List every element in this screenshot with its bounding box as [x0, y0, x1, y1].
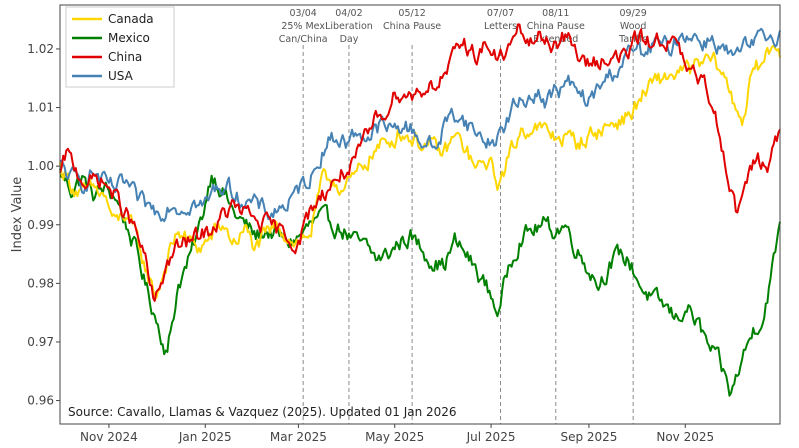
- x-tick-label: May 2025: [365, 430, 424, 444]
- x-tick-label: Sep 2025: [560, 430, 617, 444]
- y-tick-label: 1.02: [27, 42, 54, 56]
- y-tick-label: 0.99: [27, 218, 54, 232]
- axes: 0.96 0.97 0.98 0.99 1.00 1.01 1.02 Nov 2024 Jan …: [27, 42, 714, 444]
- event-label: 25% Mex: [281, 21, 325, 32]
- source-note: Source: Cavallo, Llamas & Vazquez (2025)…: [68, 405, 457, 419]
- event-label: Liberation: [325, 21, 373, 32]
- y-axis-label: Index Value: [10, 177, 25, 253]
- x-tick-label: Jul 2025: [466, 430, 516, 444]
- legend-label-mexico: Mexico: [108, 31, 150, 45]
- x-tick-label: Nov 2024: [80, 430, 138, 444]
- y-tick-label: 1.00: [27, 159, 54, 173]
- event-label: 07/07: [487, 8, 514, 19]
- y-tick-label: 0.96: [27, 394, 54, 408]
- x-tick-label: Nov 2025: [656, 430, 714, 444]
- series-line-canada: [59, 44, 781, 299]
- series-line-usa: [59, 27, 781, 223]
- legend-label-china: China: [108, 50, 142, 64]
- event-label: 09/29: [619, 8, 646, 19]
- event-label: Day: [340, 34, 359, 45]
- y-tick-label: 0.97: [27, 335, 54, 349]
- legend-label-canada: Canada: [108, 12, 154, 26]
- legend: Canada Mexico China USA: [65, 6, 175, 88]
- event-label: Extended: [533, 34, 578, 45]
- series-line-china: [59, 23, 781, 302]
- event-label: 04/02: [335, 8, 362, 19]
- legend-label-usa: USA: [108, 69, 134, 83]
- event-label: 05/12: [398, 8, 425, 19]
- event-label: China Pause: [383, 21, 441, 32]
- x-tick-label: Mar 2025: [270, 430, 327, 444]
- event-label: China Pause: [527, 21, 585, 32]
- series-lines: [59, 23, 781, 397]
- y-tick-label: 1.01: [27, 101, 54, 115]
- event-label: Letters: [484, 21, 517, 32]
- x-tick-label: Jan 2025: [178, 430, 232, 444]
- event-label: Can/China: [279, 34, 328, 45]
- event-label: Wood: [620, 21, 647, 32]
- y-tick-label: 0.98: [27, 276, 54, 290]
- event-label: 03/04: [289, 8, 316, 19]
- event-label: 08/11: [542, 8, 569, 19]
- legend-box: [65, 6, 175, 88]
- plot-frame: [59, 4, 781, 425]
- series-line-mexico: [59, 168, 781, 397]
